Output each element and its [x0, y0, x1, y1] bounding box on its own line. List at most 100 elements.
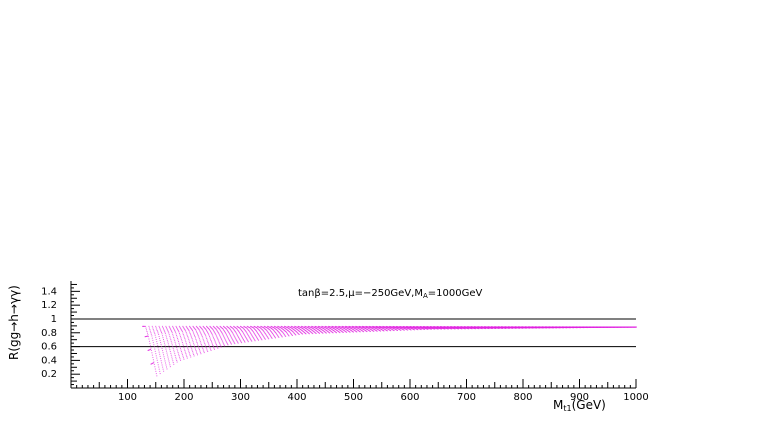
- data-point: [260, 331, 262, 333]
- data-point: [186, 327, 188, 329]
- data-point: [283, 333, 285, 335]
- data-point: [175, 343, 177, 345]
- data-point: [238, 336, 240, 338]
- data-point: [210, 341, 212, 343]
- data-point: [209, 330, 211, 332]
- data-point: [145, 329, 147, 331]
- data-point: [215, 328, 217, 330]
- data-point: [172, 360, 174, 362]
- data-point: [248, 335, 250, 337]
- data-point: [278, 336, 280, 338]
- data-point: [243, 333, 245, 335]
- data-point: [244, 329, 246, 331]
- data-point: [160, 341, 162, 343]
- data-point: [190, 346, 192, 348]
- data-point: [241, 331, 243, 333]
- data-point: [197, 335, 199, 337]
- data-point: [240, 334, 242, 336]
- data-point: [212, 345, 214, 347]
- data-point: [157, 345, 159, 347]
- data-point: [184, 351, 186, 353]
- data-point: [211, 334, 213, 336]
- data-point: [369, 330, 371, 332]
- data-point: [166, 329, 168, 331]
- data-point: [242, 327, 244, 329]
- data-point: [231, 337, 233, 339]
- data-point: [447, 328, 449, 330]
- data-point: [165, 362, 167, 364]
- data-point: [161, 362, 163, 364]
- data-point: [193, 327, 195, 329]
- data-point: [188, 350, 190, 352]
- data-point: [205, 336, 207, 338]
- data-point: [183, 358, 185, 360]
- data-point: [159, 355, 161, 357]
- data-point: [273, 335, 275, 337]
- data-point: [226, 336, 228, 338]
- data-point: [192, 326, 194, 328]
- data-point: [182, 355, 184, 357]
- data-point: [175, 325, 177, 327]
- data-point: [256, 332, 258, 334]
- data-point: [187, 337, 189, 339]
- data-point: [203, 332, 205, 334]
- data-point: [235, 339, 237, 341]
- data-point: [556, 327, 558, 329]
- data-point: [251, 329, 253, 331]
- data-point: [491, 328, 493, 330]
- data-point: [253, 332, 255, 334]
- data-point: [245, 337, 247, 339]
- data-point: [164, 346, 166, 348]
- data-point: [281, 335, 283, 337]
- data-point: [145, 325, 147, 327]
- data-point: [199, 325, 201, 327]
- y-tick-label: 0.8: [41, 328, 57, 339]
- data-point: [552, 327, 554, 329]
- data-point: [158, 351, 160, 353]
- data-point: [182, 326, 184, 328]
- data-point: [179, 326, 181, 328]
- data-point: [165, 350, 167, 352]
- data-point: [229, 333, 231, 335]
- data-point: [156, 375, 158, 377]
- data-point: [170, 339, 172, 341]
- data-point: [242, 338, 244, 340]
- data-point: [193, 327, 195, 329]
- y-tick-label: 0.2: [41, 369, 57, 380]
- data-point: [230, 335, 232, 337]
- data-point: [148, 325, 150, 327]
- data-point: [186, 346, 188, 348]
- data-point: [185, 332, 187, 334]
- data-point: [287, 334, 289, 336]
- data-point: [192, 331, 194, 333]
- data-point: [164, 358, 166, 360]
- data-point: [630, 326, 632, 328]
- data-point: [192, 351, 194, 353]
- data-point: [174, 329, 176, 331]
- data-point: [165, 326, 167, 328]
- annotation-text: tanβ=2.5,μ=−250GeV,MA=1000GeV: [298, 288, 483, 300]
- data-point: [182, 333, 184, 335]
- data-point: [199, 326, 201, 328]
- data-point: [260, 332, 262, 334]
- data-point: [163, 342, 165, 344]
- data-point: [258, 335, 260, 337]
- data-point: [198, 349, 200, 351]
- data-point: [285, 335, 287, 337]
- data-point: [259, 330, 261, 332]
- data-point: [169, 364, 171, 366]
- data-point: [256, 337, 258, 339]
- data-point: [147, 335, 149, 337]
- data-point: [181, 330, 183, 332]
- data-point: [158, 333, 160, 335]
- data-point: [163, 330, 165, 332]
- data-point: [196, 343, 198, 345]
- data-point: [271, 331, 273, 333]
- data-point: [208, 329, 210, 331]
- data-point: [252, 336, 254, 338]
- data-point: [192, 339, 194, 341]
- data-point: [229, 328, 231, 330]
- data-point: [197, 344, 199, 346]
- data-point: [267, 336, 269, 338]
- data-point: [230, 330, 232, 332]
